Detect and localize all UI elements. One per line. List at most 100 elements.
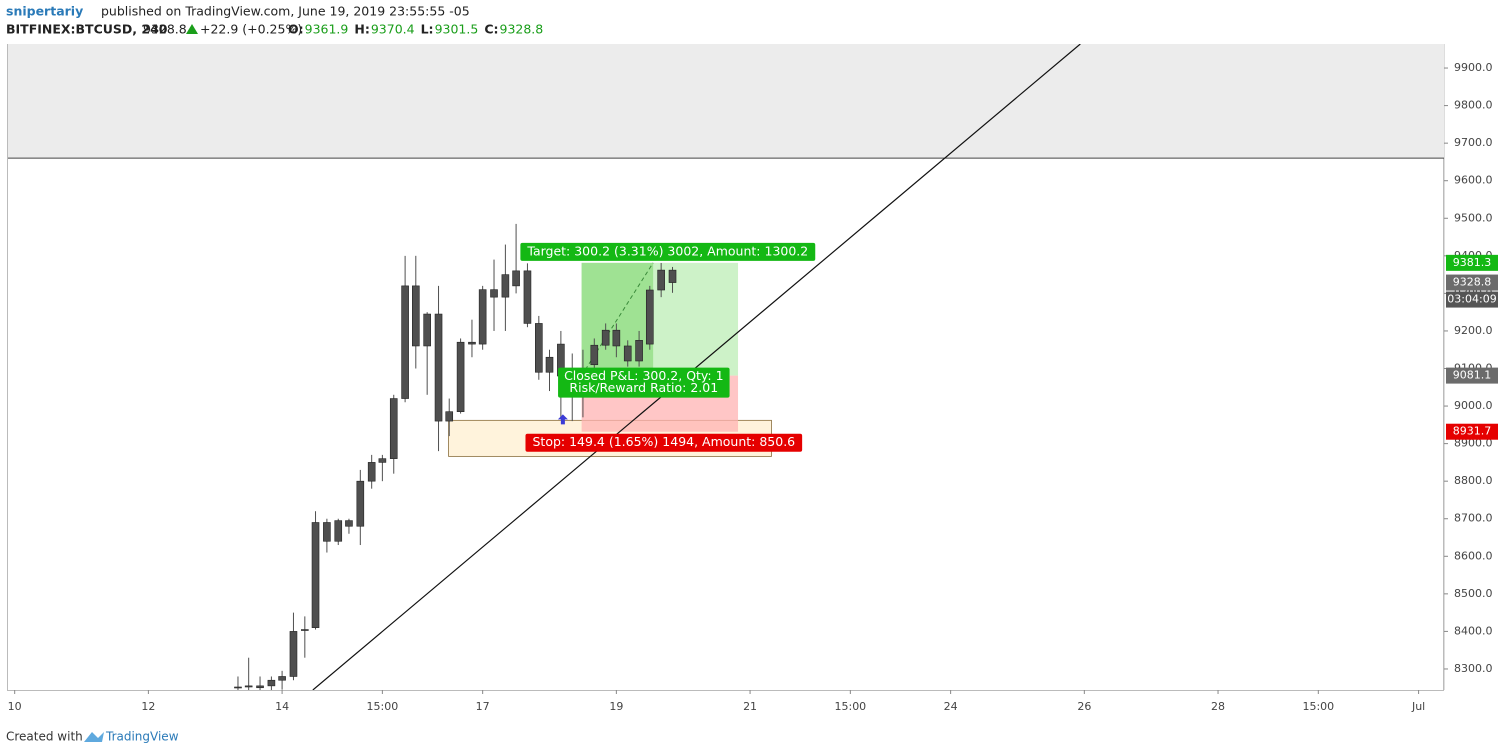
ohlc-value: 9370.4 [371, 22, 415, 37]
target-label-bg [520, 242, 816, 261]
ohlc-value: 9328.8 [500, 22, 544, 37]
stop-label-text: Stop: 149.4 (1.65%) 1494, Amount: 850.6 [532, 434, 795, 449]
y-tick-label: 9700.0 [1454, 136, 1493, 149]
y-tick-label: 9200.0 [1454, 324, 1493, 337]
candle-body [645, 289, 654, 345]
candle-body [468, 341, 476, 345]
candle-body [601, 329, 610, 346]
ohlc-label: H: [354, 22, 369, 37]
candle-body [423, 313, 431, 347]
candle-body [668, 269, 677, 283]
candle-body [389, 398, 398, 459]
candle-body [401, 285, 409, 399]
y-tick-label: 8800.0 [1454, 474, 1493, 487]
candle-body [478, 289, 487, 345]
x-tick-label: 12 [141, 700, 155, 713]
y-tick-label: 8500.0 [1454, 587, 1493, 600]
change: +22.9 (+0.25%) [200, 22, 302, 37]
resistance-zone [8, 44, 1444, 159]
candle-body [412, 285, 420, 347]
price-tag [1446, 423, 1498, 440]
candle-body [278, 676, 286, 681]
candle-body [267, 679, 276, 687]
candle-body [512, 270, 520, 287]
candle-body [378, 458, 387, 463]
candle-body [289, 631, 298, 677]
y-tick-label: 8300.0 [1454, 662, 1493, 675]
candle-body [490, 289, 498, 298]
price-tag [1446, 274, 1498, 291]
candle-body [590, 344, 599, 366]
candle-body [501, 274, 510, 298]
candle-body [657, 269, 665, 291]
candle-body [545, 356, 554, 373]
timer-tag [1446, 291, 1498, 308]
candle-body [635, 340, 643, 362]
rr-text: Risk/Reward Ratio: 2.01 [569, 380, 718, 395]
footer-text: Created with [6, 730, 83, 744]
stop-label-bg [525, 433, 803, 452]
ohlc-label: L: [421, 22, 434, 37]
entry-arrow [557, 414, 568, 425]
author[interactable]: snipertariy [6, 4, 83, 19]
timer-text: 03:04:09 [1447, 293, 1496, 306]
ohlc-value: 9301.5 [435, 22, 479, 37]
y-tick-label: 9500.0 [1454, 211, 1493, 224]
ohlc-label: C: [484, 22, 498, 37]
price-tag-text: 9381.3 [1453, 256, 1492, 269]
ohlc-value: 9361.9 [305, 22, 349, 37]
y-tick-label: 8600.0 [1454, 549, 1493, 562]
x-tick-label: 28 [1211, 700, 1225, 713]
x-tick-label: 15:00 [1302, 700, 1334, 713]
candle-body [244, 685, 253, 688]
candle-body [612, 329, 621, 347]
candle-body [234, 686, 242, 689]
x-tick-label: 17 [476, 700, 490, 713]
up-arrow [186, 24, 198, 34]
tv-logo [84, 732, 104, 742]
price-tag [1446, 254, 1498, 271]
pnl-text: Closed P&L: 300.2, Qty: 1 [564, 368, 724, 383]
x-tick-label: Jul [1411, 700, 1425, 713]
y-tick-label: 9000.0 [1454, 399, 1493, 412]
target-label-text: Target: 300.2 (3.31%) 3002, Amount: 1300… [526, 243, 808, 258]
x-tick-label: 15:00 [834, 700, 866, 713]
x-tick-label: 14 [275, 700, 289, 713]
y-tick-label: 8400.0 [1454, 624, 1493, 637]
candle-body [535, 323, 543, 373]
footer-brand[interactable]: TradingView [105, 730, 179, 744]
candle-body [301, 629, 309, 631]
x-tick-label: 19 [609, 700, 623, 713]
candle-body [523, 270, 532, 324]
x-tick-label: 21 [743, 700, 757, 713]
stop-label: Stop: 149.4 (1.65%) 1494, Amount: 850.6 [525, 433, 803, 452]
candle-body [456, 341, 465, 412]
candle-body [323, 522, 331, 542]
candle-body [367, 462, 376, 482]
y-tick-label: 8900.0 [1454, 437, 1493, 450]
candle-body [311, 522, 320, 628]
target-label: Target: 300.2 (3.31%) 3002, Amount: 1300… [520, 242, 816, 261]
price-tag-text: 9328.8 [1453, 276, 1492, 289]
candle-body [445, 411, 454, 422]
x-tick-label: 15:00 [367, 700, 399, 713]
x-tick-label: 10 [8, 700, 22, 713]
ohlc-label: O: [288, 22, 304, 37]
price-tag [1446, 367, 1498, 384]
pnl-bg [558, 367, 730, 398]
candle-body [256, 685, 264, 689]
candle-body [334, 520, 343, 542]
price-tag-text: 8931.7 [1453, 425, 1492, 438]
y-tick-label: 9600.0 [1454, 174, 1493, 187]
candle-body [434, 313, 443, 422]
candle-body [345, 520, 353, 527]
y-tick-label: 9800.0 [1454, 99, 1493, 112]
candle-body [623, 345, 632, 362]
candle-body [356, 480, 365, 527]
x-tick-label: 24 [944, 700, 958, 713]
x-tick-label: 26 [1077, 700, 1091, 713]
symbol: BITFINEX:BTCUSD, 240 [6, 22, 168, 37]
